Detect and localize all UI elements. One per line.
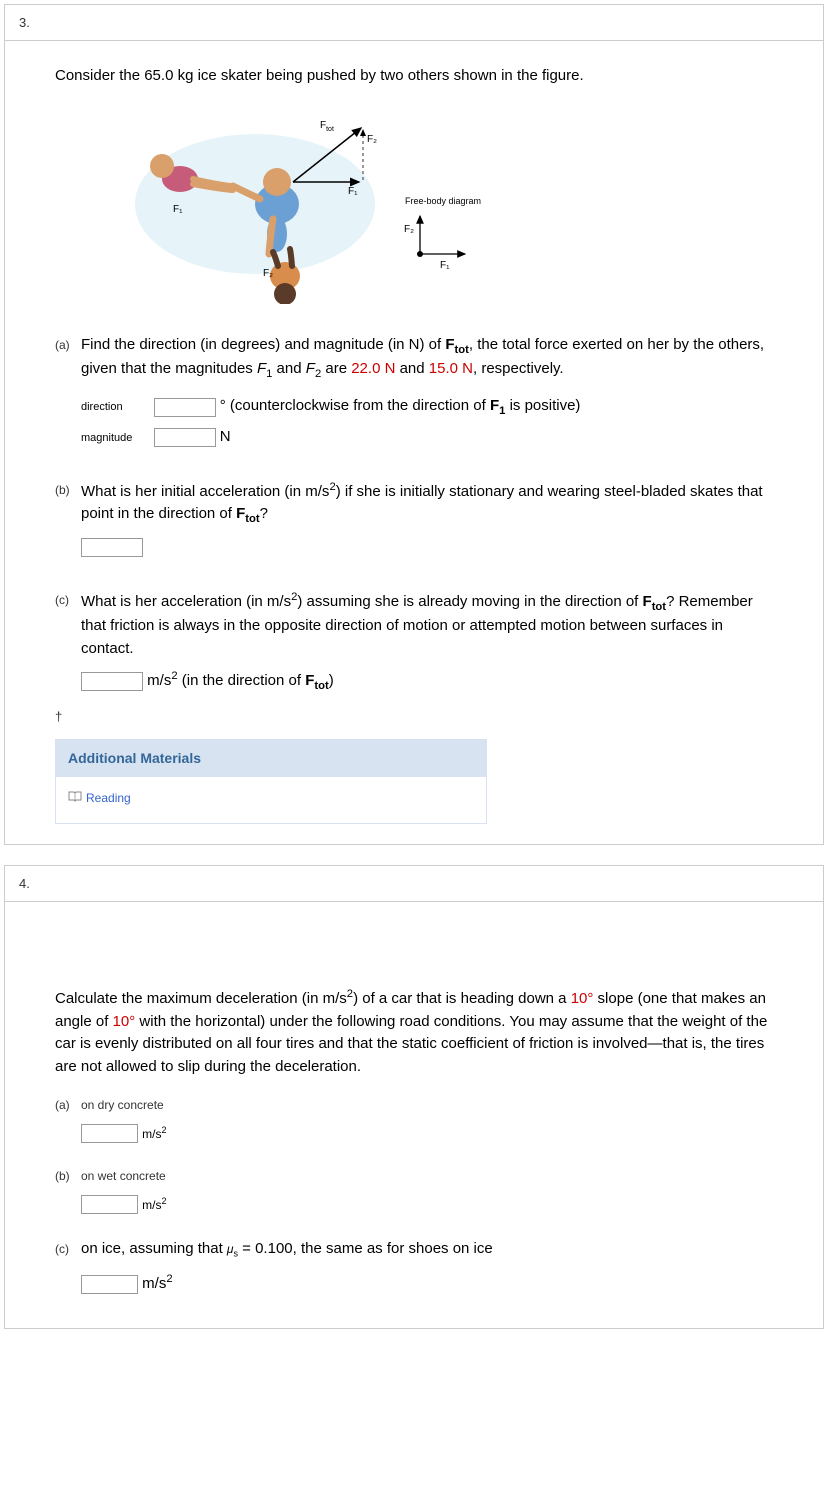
fig-f2-bottom: F₂ <box>263 268 273 279</box>
magnitude-label: magnitude <box>81 430 151 447</box>
question-number-4: 4. <box>19 876 30 891</box>
question-3: 3. Consider the 65.0 kg ice skater being… <box>4 4 824 845</box>
reading-link[interactable]: Reading <box>68 789 131 807</box>
q4a-label: (a) <box>55 1096 70 1114</box>
question-3-intro: Consider the 65.0 kg ice skater being pu… <box>55 65 773 88</box>
q4a-text: on dry concrete <box>81 1098 164 1112</box>
q4-part-c: (c) on ice, assuming that μs = 0.100, th… <box>55 1238 773 1295</box>
direction-input[interactable] <box>154 398 216 417</box>
q3-part-c: (c) What is her acceleration (in m/s2) a… <box>55 589 773 696</box>
q4-intro: Calculate the maximum deceleration (in m… <box>55 986 773 1078</box>
q4a-input[interactable] <box>81 1124 138 1143</box>
q3-part-a: (a) Find the direction (in degrees) and … <box>55 334 773 384</box>
reading-text: Reading <box>86 789 131 807</box>
question-4-body: Calculate the maximum deceleration (in m… <box>5 902 823 1327</box>
fig-f2-vec: F₂ <box>367 134 377 145</box>
fbd-f2: F₂ <box>404 224 414 235</box>
q4c-label: (c) <box>55 1240 69 1258</box>
q4-part-a: (a) on dry concrete m/s2 <box>55 1094 773 1145</box>
q3a-magnitude-row: magnitude N <box>81 426 773 449</box>
q4c-text: on ice, assuming that μs = 0.100, the sa… <box>81 1240 493 1257</box>
fig-ftot-vec: Ftot <box>320 120 334 133</box>
q3a-text: Find the direction (in degrees) and magn… <box>81 336 764 378</box>
question-number: 3. <box>19 15 30 30</box>
q3b-input[interactable] <box>81 538 143 557</box>
q3-part-b: (b) What is her initial acceleration (in… <box>55 479 773 559</box>
fbd-title: Free-body diagram <box>405 196 481 206</box>
book-icon <box>68 789 82 807</box>
part-b-label: (b) <box>55 481 70 499</box>
q3c-text: What is her acceleration (in m/s2) assum… <box>81 593 753 657</box>
fbd-f1: F₁ <box>440 260 450 271</box>
q4b-text: on wet concrete <box>81 1169 166 1183</box>
question-3-header: 3. <box>5 5 823 41</box>
q4b-label: (b) <box>55 1167 70 1185</box>
q4-part-b: (b) on wet concrete m/s2 <box>55 1165 773 1216</box>
addl-header: Additional Materials <box>56 740 486 777</box>
magnitude-input[interactable] <box>154 428 216 447</box>
q3a-direction-row: direction ° (counterclockwise from the d… <box>81 395 773 420</box>
fig-f1-vec: F₁ <box>348 186 358 197</box>
dagger-mark: † <box>55 707 773 727</box>
question-4-header: 4. <box>5 866 823 902</box>
skater-figure: F₁ F₂ F₁ <box>115 104 555 304</box>
q4b-input[interactable] <box>81 1195 138 1214</box>
additional-materials: Additional Materials Reading <box>55 739 487 825</box>
direction-label: direction <box>81 399 151 416</box>
question-3-body: Consider the 65.0 kg ice skater being pu… <box>5 41 823 844</box>
part-c-label: (c) <box>55 591 69 609</box>
part-a-label: (a) <box>55 336 70 354</box>
fig-f1-left: F₁ <box>173 204 183 215</box>
q3b-text: What is her initial acceleration (in m/s… <box>81 483 763 523</box>
q3c-input[interactable] <box>81 672 143 691</box>
q4c-input[interactable] <box>81 1275 138 1294</box>
question-4: 4. Calculate the maximum deceleration (i… <box>4 865 824 1328</box>
